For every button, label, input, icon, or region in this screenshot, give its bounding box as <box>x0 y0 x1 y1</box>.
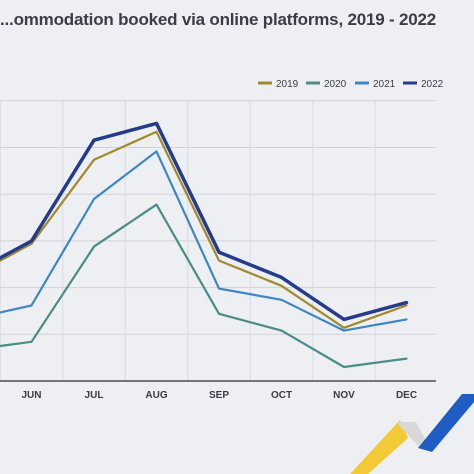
x-tick-label: OCT <box>271 390 292 401</box>
x-tick-label: SEP <box>209 390 229 401</box>
corner-logo-stripes <box>350 394 474 474</box>
chart-title: ...ommodation booked via online platform… <box>0 10 437 29</box>
x-tick-label: JUL <box>85 390 104 401</box>
x-tick-label: DEC <box>396 390 417 401</box>
x-tick-label: NOV <box>333 390 355 401</box>
series-line-2021 <box>0 150 408 332</box>
x-tick-label: JUN <box>21 390 41 401</box>
legend-item-2020: 2020 <box>306 79 347 90</box>
legend-item-2019: 2019 <box>258 79 299 90</box>
series-line-2022 <box>0 121 409 322</box>
yellow-stripe <box>350 420 408 474</box>
legend-label: 2021 <box>373 79 396 90</box>
legend-item-2022: 2022 <box>403 79 444 90</box>
blue-stripe <box>418 394 474 452</box>
gray-stripe <box>396 422 430 448</box>
series-line-2020 <box>0 203 408 369</box>
x-tick-label: AUG <box>145 390 167 401</box>
series-line-2019 <box>0 130 408 329</box>
legend-label: 2019 <box>276 79 299 90</box>
legend-label: 2022 <box>421 79 444 90</box>
legend-label: 2020 <box>324 79 347 90</box>
legend-item-2021: 2021 <box>355 79 396 90</box>
